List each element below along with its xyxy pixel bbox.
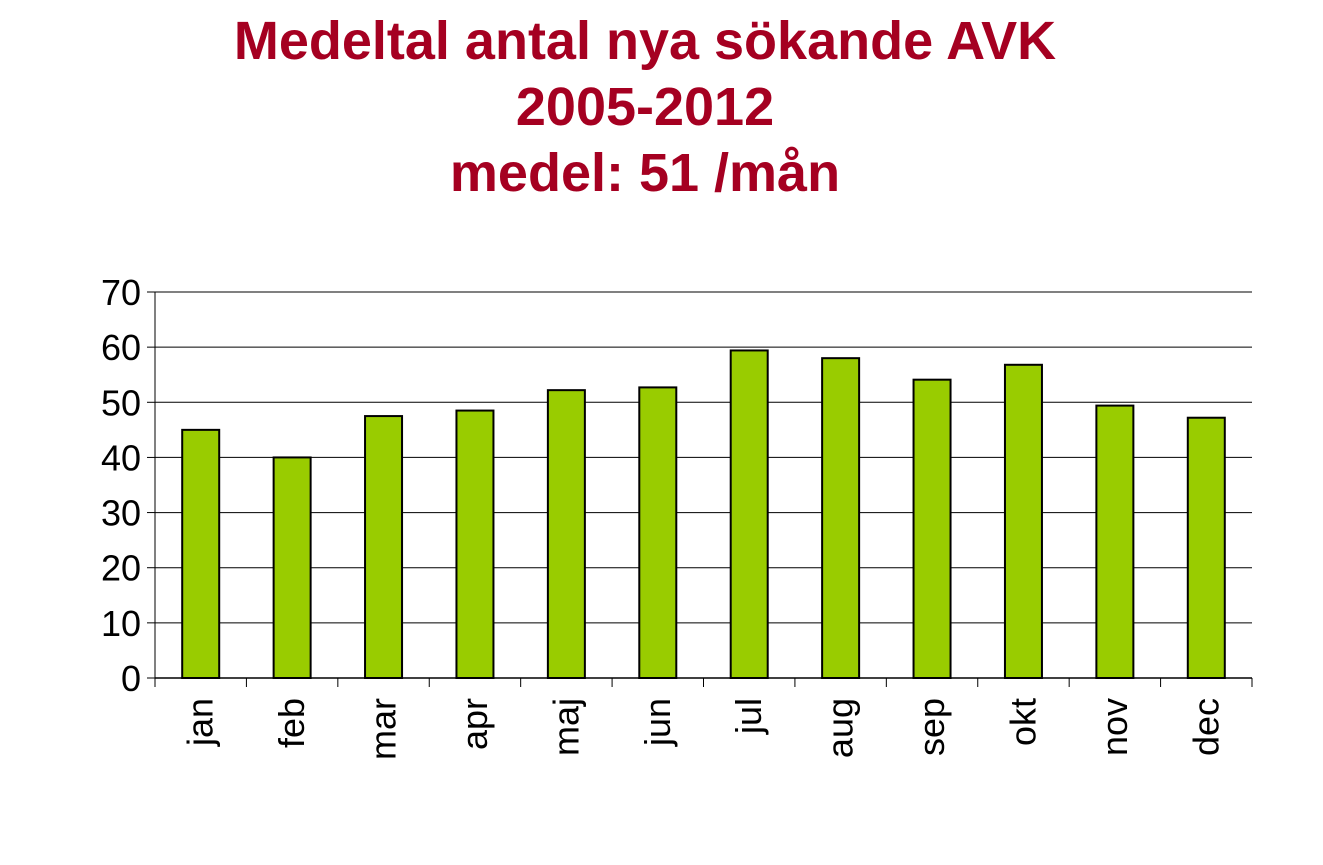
y-tick-label: 0 bbox=[121, 658, 141, 699]
bar-mar bbox=[364, 415, 404, 679]
y-tick-label: 50 bbox=[101, 382, 141, 423]
x-category-label: jul bbox=[728, 698, 769, 735]
y-tick-label: 70 bbox=[101, 272, 141, 313]
x-category-labels: jan feb mar apr maj jun jul aug sep okt nov dec bbox=[180, 698, 1227, 760]
x-category-label: apr bbox=[454, 698, 495, 750]
x-category-label: feb bbox=[271, 698, 312, 748]
y-tick-label: 60 bbox=[101, 327, 141, 368]
x-category-label: aug bbox=[820, 698, 861, 758]
bar-aug bbox=[821, 357, 861, 679]
x-category-label: sep bbox=[911, 698, 952, 756]
chart-title-line-1: Medeltal antal nya sökande AVK bbox=[233, 11, 1057, 71]
y-tick-labels: 0 10 20 30 40 50 60 70 bbox=[101, 272, 141, 699]
chart-title-line-2: 2005-2012 bbox=[515, 77, 775, 137]
x-category-label: maj bbox=[545, 698, 586, 756]
x-category-label: jun bbox=[637, 698, 678, 747]
bar-jul bbox=[729, 349, 769, 679]
bar-nov bbox=[1095, 404, 1135, 679]
x-category-label: nov bbox=[1094, 698, 1135, 756]
bar-jan bbox=[181, 428, 221, 679]
y-tick-label: 30 bbox=[101, 493, 141, 534]
gridlines bbox=[155, 291, 1252, 624]
bar-feb bbox=[272, 456, 312, 679]
chart-title: Medeltal antal nya sökande AVK 2005-2012… bbox=[0, 8, 1290, 206]
bar-sep bbox=[912, 378, 952, 679]
bar-okt bbox=[1003, 363, 1043, 679]
bar-dec bbox=[1186, 416, 1226, 679]
axes bbox=[147, 291, 1253, 687]
x-category-label: dec bbox=[1185, 698, 1226, 756]
x-category-label: mar bbox=[363, 698, 404, 760]
bar-maj bbox=[546, 389, 586, 679]
bar-jun bbox=[638, 386, 678, 679]
bars bbox=[181, 349, 1226, 679]
y-tick-label: 10 bbox=[101, 603, 141, 644]
chart-title-line-3: medel: 51 /mån bbox=[449, 143, 841, 203]
bar-apr bbox=[455, 409, 495, 679]
x-category-label: okt bbox=[1002, 698, 1043, 746]
y-tick-label: 20 bbox=[101, 548, 141, 589]
x-category-label: jan bbox=[180, 698, 221, 747]
y-tick-label: 40 bbox=[101, 437, 141, 478]
